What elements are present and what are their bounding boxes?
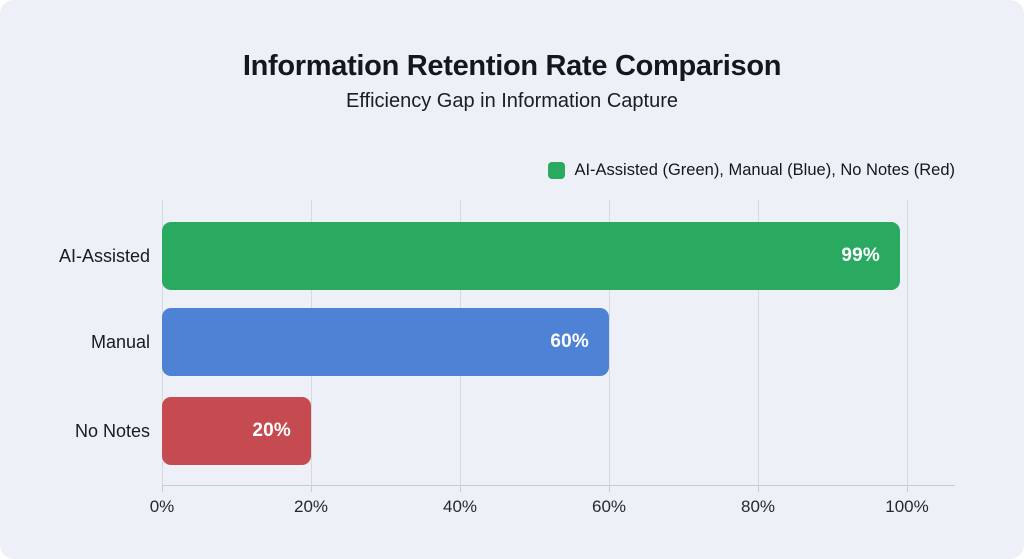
chart-title: Information Retention Rate Comparison bbox=[242, 50, 782, 82]
x-axis-tick-mark bbox=[907, 485, 908, 492]
x-axis-tick-label: 40% bbox=[442, 497, 478, 516]
x-axis-tick-mark bbox=[758, 485, 759, 492]
gridline-100% bbox=[907, 200, 908, 485]
x-axis-tick-mark bbox=[460, 485, 461, 492]
legend: AI-Assisted (Green), Manual (Blue), No N… bbox=[548, 161, 955, 180]
category-label-no-notes: No Notes bbox=[74, 421, 150, 441]
x-axis-tick-label: 20% bbox=[293, 497, 329, 516]
plot-area: 0% 20% 40% 60% 80% 100% 99% 60% 20% bbox=[150, 200, 955, 516]
bar-no-notes: 20% bbox=[162, 397, 311, 465]
x-axis-tick-mark bbox=[311, 485, 312, 492]
legend-label: AI-Assisted (Green), Manual (Blue), No N… bbox=[574, 161, 955, 179]
x-axis-tick-mark bbox=[609, 485, 610, 492]
gridline-80% bbox=[758, 200, 759, 485]
chart-subtitle: Efficiency Gap in Information Capture bbox=[345, 90, 679, 112]
legend-swatch-icon bbox=[548, 162, 566, 179]
x-axis-tick-label: 60% bbox=[591, 497, 627, 516]
category-label-ai-assisted: AI-Assisted bbox=[58, 246, 150, 266]
category-label-manual: Manual bbox=[90, 332, 150, 352]
gridline-60% bbox=[609, 200, 610, 485]
x-axis-tick-mark bbox=[162, 485, 163, 492]
bar-value-label: 99% bbox=[841, 245, 880, 266]
bar-ai-assisted: 99% bbox=[162, 222, 900, 290]
x-axis-tick-label: 80% bbox=[740, 497, 776, 516]
x-axis-line bbox=[162, 485, 955, 486]
x-axis-tick-label: 0% bbox=[149, 497, 175, 516]
bar-value-label: 60% bbox=[550, 331, 589, 352]
bar-value-label: 20% bbox=[252, 420, 291, 441]
x-axis-tick-label: 100% bbox=[885, 497, 929, 516]
bar-manual: 60% bbox=[162, 308, 609, 376]
